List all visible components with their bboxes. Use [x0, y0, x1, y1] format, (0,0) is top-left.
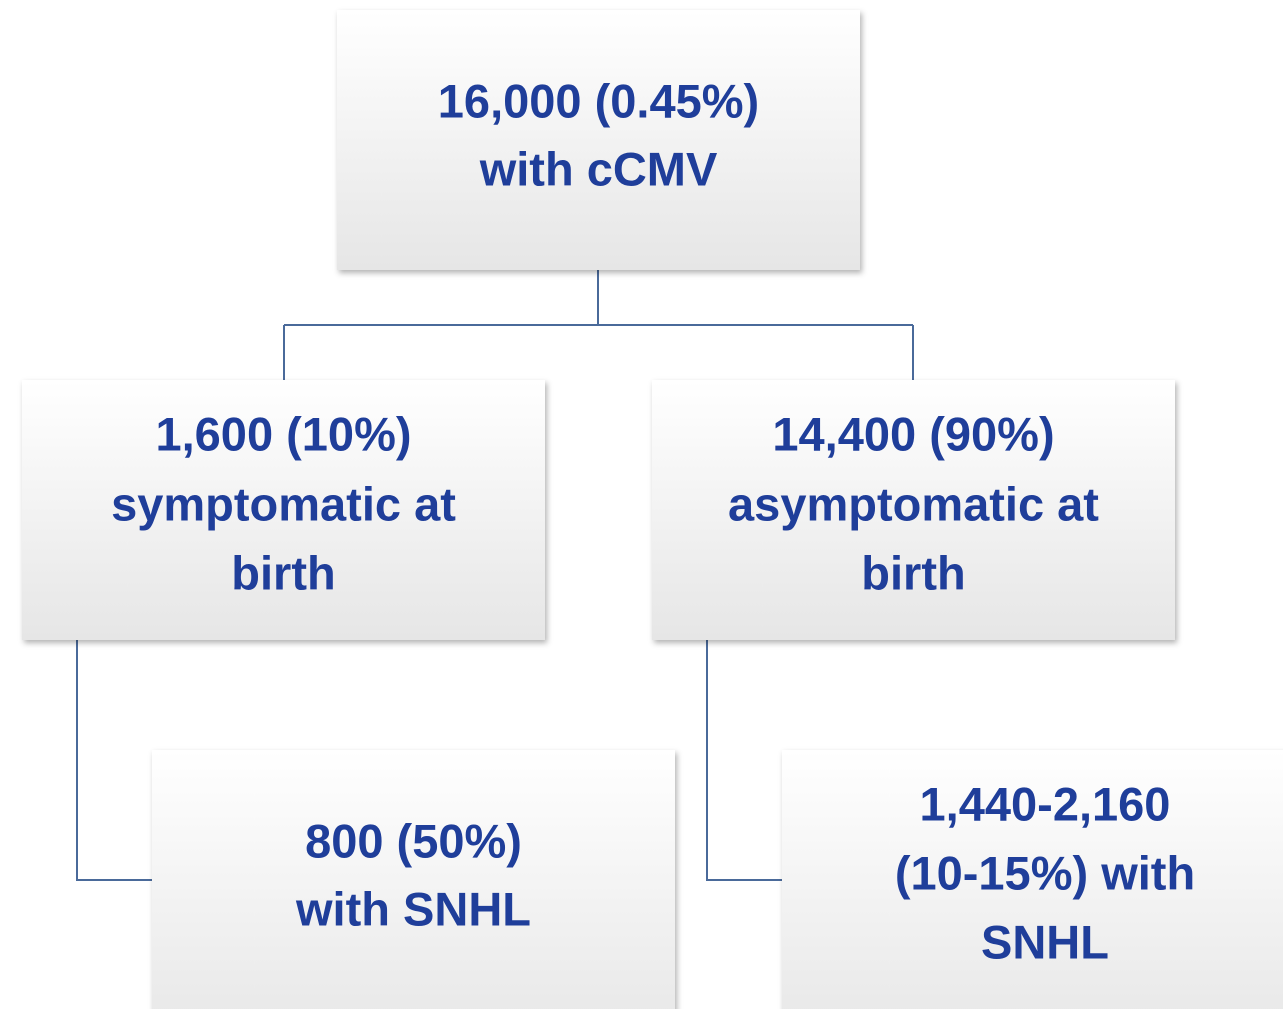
node: 14,400 (90%) asymptomatic at birth [652, 380, 1175, 640]
node-label: (10-15%) with [895, 846, 1195, 899]
node-label: symptomatic at [111, 477, 456, 530]
node-label: 1,600 (10%) [155, 407, 411, 460]
nodes: 16,000 (0.45%) with cCMV 1,600 (10%) sympto… [22, 10, 1283, 1009]
node-label: 800 (50%) [305, 814, 522, 867]
node: 1,440-2,160 (10-15%) with SNHL [782, 750, 1283, 1009]
node-label: SNHL [981, 915, 1109, 968]
node-box [337, 10, 860, 270]
node-box [782, 750, 1283, 1009]
node: 16,000 (0.45%) with cCMV [337, 10, 860, 270]
node-box [652, 380, 1175, 640]
node-label: birth [861, 546, 965, 599]
node-box [22, 380, 545, 640]
node-label: birth [231, 546, 335, 599]
node: 800 (50%) with SNHL [152, 750, 675, 1009]
connector [76, 640, 152, 881]
node-label: 16,000 (0.45%) [438, 74, 759, 127]
node: 1,600 (10%) symptomatic at birth [22, 380, 545, 640]
node-label: 1,440-2,160 [920, 777, 1171, 830]
connector [706, 640, 782, 881]
connector [283, 270, 914, 380]
node-label: with cCMV [479, 142, 718, 195]
node-label: asymptomatic at [728, 477, 1099, 530]
connectors [76, 270, 914, 881]
node-label: 14,400 (90%) [772, 407, 1054, 460]
node-box [152, 750, 675, 1009]
node-label: with SNHL [295, 882, 531, 935]
